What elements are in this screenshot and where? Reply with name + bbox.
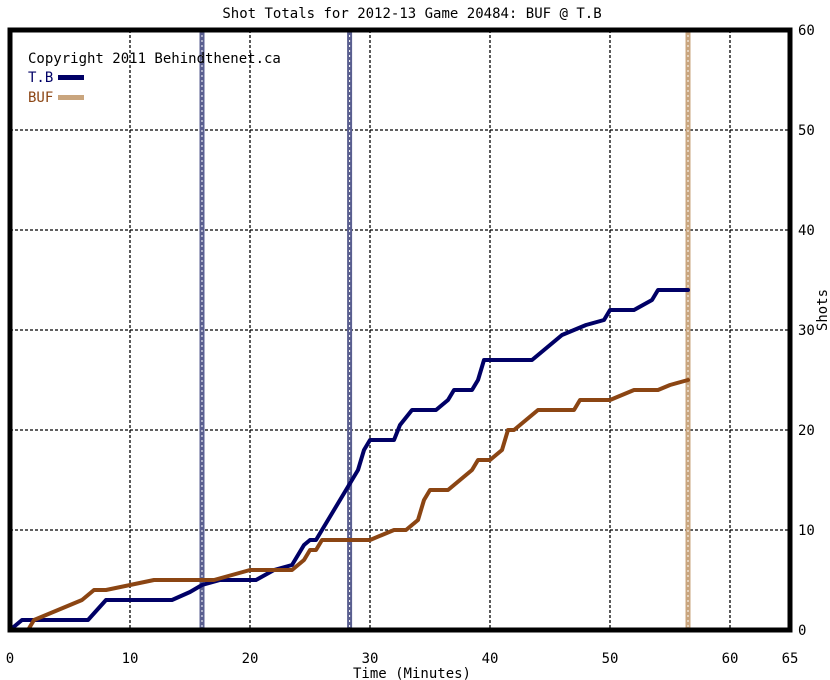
x-tick-label: 50 bbox=[602, 651, 619, 667]
legend-swatch-tb bbox=[58, 75, 84, 80]
series-line-buf bbox=[8, 378, 690, 632]
grid-layer bbox=[10, 30, 790, 630]
y-tick-label: 30 bbox=[798, 323, 815, 339]
x-tick-label: 60 bbox=[722, 651, 739, 667]
x-tick-label: 40 bbox=[482, 651, 499, 667]
y-tick-label: 40 bbox=[798, 223, 815, 239]
legend-label-buf: BUF bbox=[28, 90, 53, 106]
x-tick-label: 20 bbox=[242, 651, 259, 667]
y-tick-label: 20 bbox=[798, 423, 815, 439]
x-tick-label: 0 bbox=[6, 651, 14, 667]
y-tick-label: 0 bbox=[798, 623, 806, 639]
series-layer bbox=[8, 288, 690, 632]
chart-title: Shot Totals for 2012-13 Game 20484: BUF … bbox=[222, 6, 601, 22]
copyright-text: Copyright 2011 Behindthenet.ca bbox=[28, 51, 281, 67]
x-axis-label: Time (Minutes) bbox=[353, 666, 471, 680]
y-axis-label: Shots bbox=[815, 289, 830, 331]
y-tick-label: 10 bbox=[798, 523, 815, 539]
y-tick-label: 60 bbox=[798, 23, 815, 39]
x-tick-label: 30 bbox=[362, 651, 379, 667]
y-tick-labels: 0 10 20 30 40 50 60 bbox=[798, 23, 815, 639]
x-tick-label: 10 bbox=[122, 651, 139, 667]
x-tick-labels: 0 10 20 30 40 50 60 65 bbox=[6, 651, 799, 667]
legend-label-tb: T.B bbox=[28, 70, 53, 86]
x-tick-label: 65 bbox=[782, 651, 799, 667]
legend: T.B BUF bbox=[28, 70, 84, 106]
legend-swatch-buf bbox=[58, 95, 84, 100]
y-tick-label: 50 bbox=[798, 123, 815, 139]
plot-frame bbox=[7, 27, 793, 633]
period-marker-layer bbox=[199, 30, 691, 630]
series-line-t-b bbox=[8, 288, 690, 632]
